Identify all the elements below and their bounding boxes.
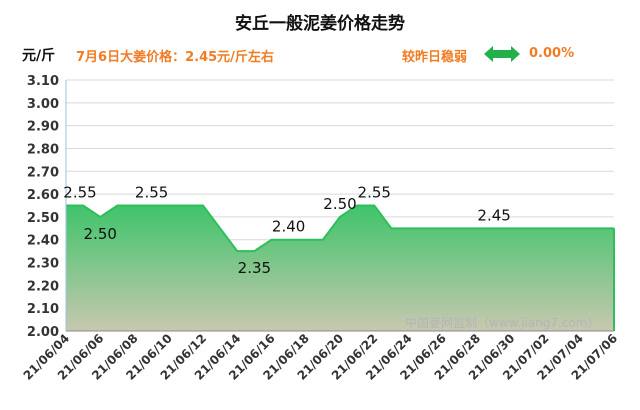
price-line [66, 204, 614, 253]
y-tick-label: 2.30 [27, 257, 59, 272]
unit-label: 元/斤 [22, 48, 56, 64]
y-tick-label: 2.60 [27, 188, 59, 203]
data-label: 2.40 [272, 218, 305, 236]
data-label: 2.55 [63, 184, 96, 202]
data-label: 2.55 [358, 184, 391, 202]
y-tick-label: 2.40 [27, 234, 59, 249]
compare-label: 较昨日稳弱 [402, 50, 468, 65]
price-area [66, 205, 614, 331]
y-tick-label: 3.10 [27, 74, 59, 89]
y-tick-label: 2.50 [27, 211, 59, 226]
y-tick-label: 2.70 [27, 165, 59, 180]
data-label: 2.50 [84, 225, 117, 243]
data-label: 2.35 [238, 259, 271, 277]
y-tick-label: 2.10 [27, 302, 59, 317]
y-tick-label: 3.00 [27, 97, 59, 112]
watermark: 中国姜网监制（www.jiang7.com） [405, 316, 600, 330]
data-label: 2.55 [135, 184, 168, 202]
chart-title: 安丘一般泥姜价格走势 [235, 14, 405, 34]
y-tick-label: 2.80 [27, 142, 59, 157]
y-tick-label: 2.20 [27, 279, 59, 294]
y-tick-label: 2.90 [27, 120, 59, 135]
data-label: 2.45 [477, 206, 510, 224]
price-note: 7月6日大姜价格：2.45元/斤左右 [76, 50, 274, 65]
double-arrow-icon [484, 46, 520, 62]
y-tick-label: 2.00 [27, 325, 59, 340]
data-label: 2.50 [323, 195, 356, 213]
change-value: 0.00% [529, 46, 575, 61]
